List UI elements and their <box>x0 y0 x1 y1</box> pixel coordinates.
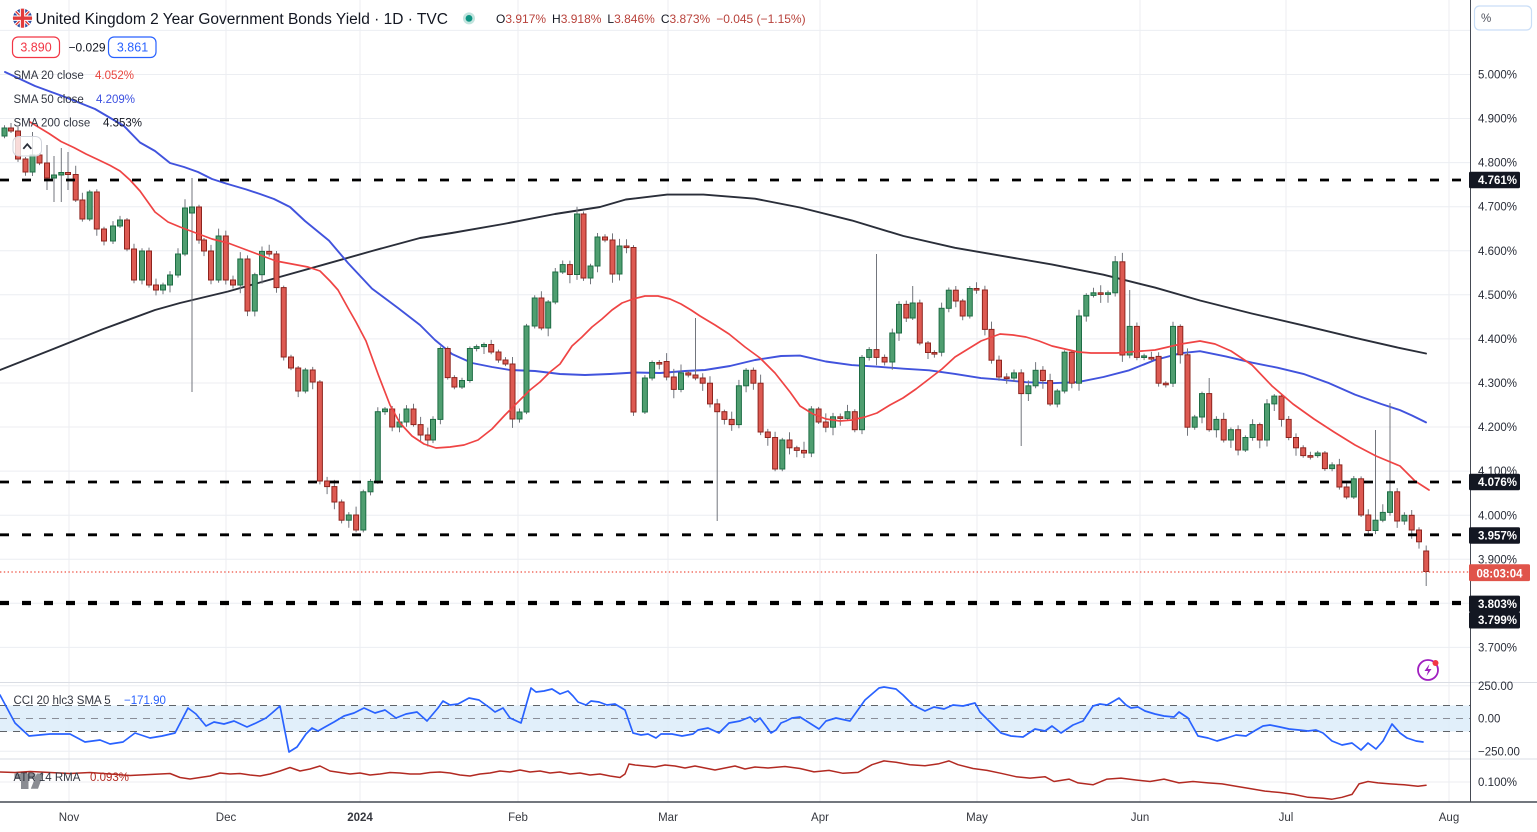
svg-text:5.000%: 5.000% <box>1478 70 1517 82</box>
svg-text:4.200%: 4.200% <box>1478 422 1517 434</box>
svg-text:4.500%: 4.500% <box>1478 290 1517 302</box>
svg-text:3.799%: 3.799% <box>1478 615 1517 627</box>
svg-text:4.761%: 4.761% <box>1478 175 1517 187</box>
svg-text:United Kingdom 2 Year Governme: United Kingdom 2 Year Government Bonds Y… <box>36 11 448 28</box>
svg-text:4.000%: 4.000% <box>1478 510 1517 522</box>
svg-text:−0.029: −0.029 <box>69 41 106 55</box>
svg-text:3.900%: 3.900% <box>1478 554 1517 566</box>
svg-text:Dec: Dec <box>216 812 237 824</box>
svg-text:SMA 200 close: SMA 200 close <box>14 118 91 130</box>
svg-text:ATR 14 RMA: ATR 14 RMA <box>14 772 81 784</box>
svg-text:4.052%: 4.052% <box>95 70 134 82</box>
svg-text:4.400%: 4.400% <box>1478 334 1517 346</box>
svg-text:SMA 50 close: SMA 50 close <box>14 94 84 106</box>
svg-text:0.00: 0.00 <box>1478 714 1500 726</box>
svg-text:4.800%: 4.800% <box>1478 158 1517 170</box>
svg-text:3.957%: 3.957% <box>1478 531 1517 543</box>
svg-text:3.803%: 3.803% <box>1478 599 1517 611</box>
svg-text:O3.917%H3.918%L3.846%C3.873%−0: O3.917% H3.918% L3.846% C3.873% −0.045 (−1.1… <box>496 12 806 26</box>
svg-text:0.100%: 0.100% <box>1478 777 1517 789</box>
svg-text:4.900%: 4.900% <box>1478 114 1517 126</box>
svg-text:Jul: Jul <box>1279 812 1294 824</box>
svg-text:3.700%: 3.700% <box>1478 643 1517 655</box>
svg-text:−171.90: −171.90 <box>124 695 166 707</box>
svg-text:%: % <box>1481 13 1491 25</box>
svg-text:3.861: 3.861 <box>117 41 148 55</box>
svg-text:Jun: Jun <box>1131 812 1150 824</box>
svg-text:250.00: 250.00 <box>1478 681 1513 693</box>
svg-text:CCI 20 hlc3 SMA 5: CCI 20 hlc3 SMA 5 <box>14 695 111 707</box>
svg-text:08:03:04: 08:03:04 <box>1477 568 1524 580</box>
svg-text:4.209%: 4.209% <box>96 94 135 106</box>
svg-text:Mar: Mar <box>658 812 678 824</box>
svg-text:4.600%: 4.600% <box>1478 246 1517 258</box>
svg-text:Aug: Aug <box>1439 812 1459 824</box>
svg-text:Feb: Feb <box>508 812 528 824</box>
svg-text:4.300%: 4.300% <box>1478 378 1517 390</box>
svg-text:0.093%: 0.093% <box>90 772 129 784</box>
svg-text:4.076%: 4.076% <box>1478 477 1517 489</box>
svg-text:May: May <box>966 812 988 824</box>
svg-text:4.700%: 4.700% <box>1478 202 1517 214</box>
svg-text:SMA 20 close: SMA 20 close <box>14 70 84 82</box>
svg-text:Apr: Apr <box>811 812 829 824</box>
svg-text:Nov: Nov <box>59 812 80 824</box>
svg-text:4.353%: 4.353% <box>103 118 142 130</box>
svg-text:3.890: 3.890 <box>20 41 51 55</box>
svg-text:2024: 2024 <box>347 812 373 824</box>
svg-text:−250.00: −250.00 <box>1478 747 1520 759</box>
